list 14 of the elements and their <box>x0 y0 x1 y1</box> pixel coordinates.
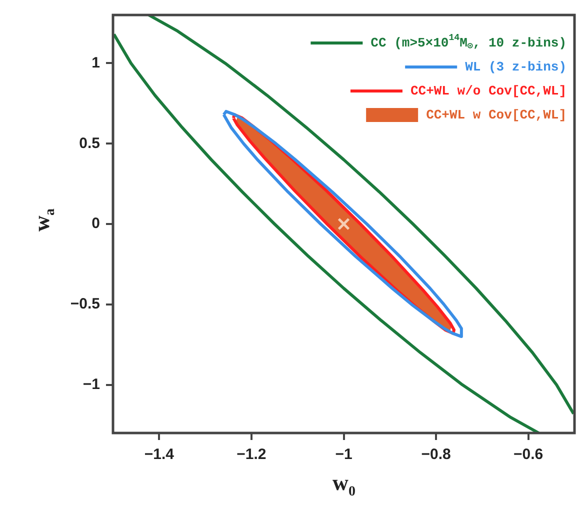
x-tick-label: −1.4 <box>144 446 175 464</box>
x-tick-label: −0.6 <box>514 446 544 464</box>
y-tick-label: 0 <box>92 215 100 232</box>
legend-label: CC+WL w Cov[CC,WL] <box>426 107 567 122</box>
legend-label: CC+WL w/o Cov[CC,WL] <box>410 83 567 98</box>
y-tick-label: 0.5 <box>79 134 100 152</box>
x-axis-title: w$_{0}$ <box>332 470 356 500</box>
legend-label: WL (3 z-bins) <box>465 59 567 74</box>
y-tick-label: −0.5 <box>70 296 100 313</box>
y-tick-label: −1 <box>82 376 100 393</box>
x-tick-label: −1.2 <box>236 446 266 464</box>
x-tick-label: −0.8 <box>421 446 451 464</box>
x-tick-label: −1 <box>335 446 352 464</box>
y-tick-label: 1 <box>92 54 100 72</box>
